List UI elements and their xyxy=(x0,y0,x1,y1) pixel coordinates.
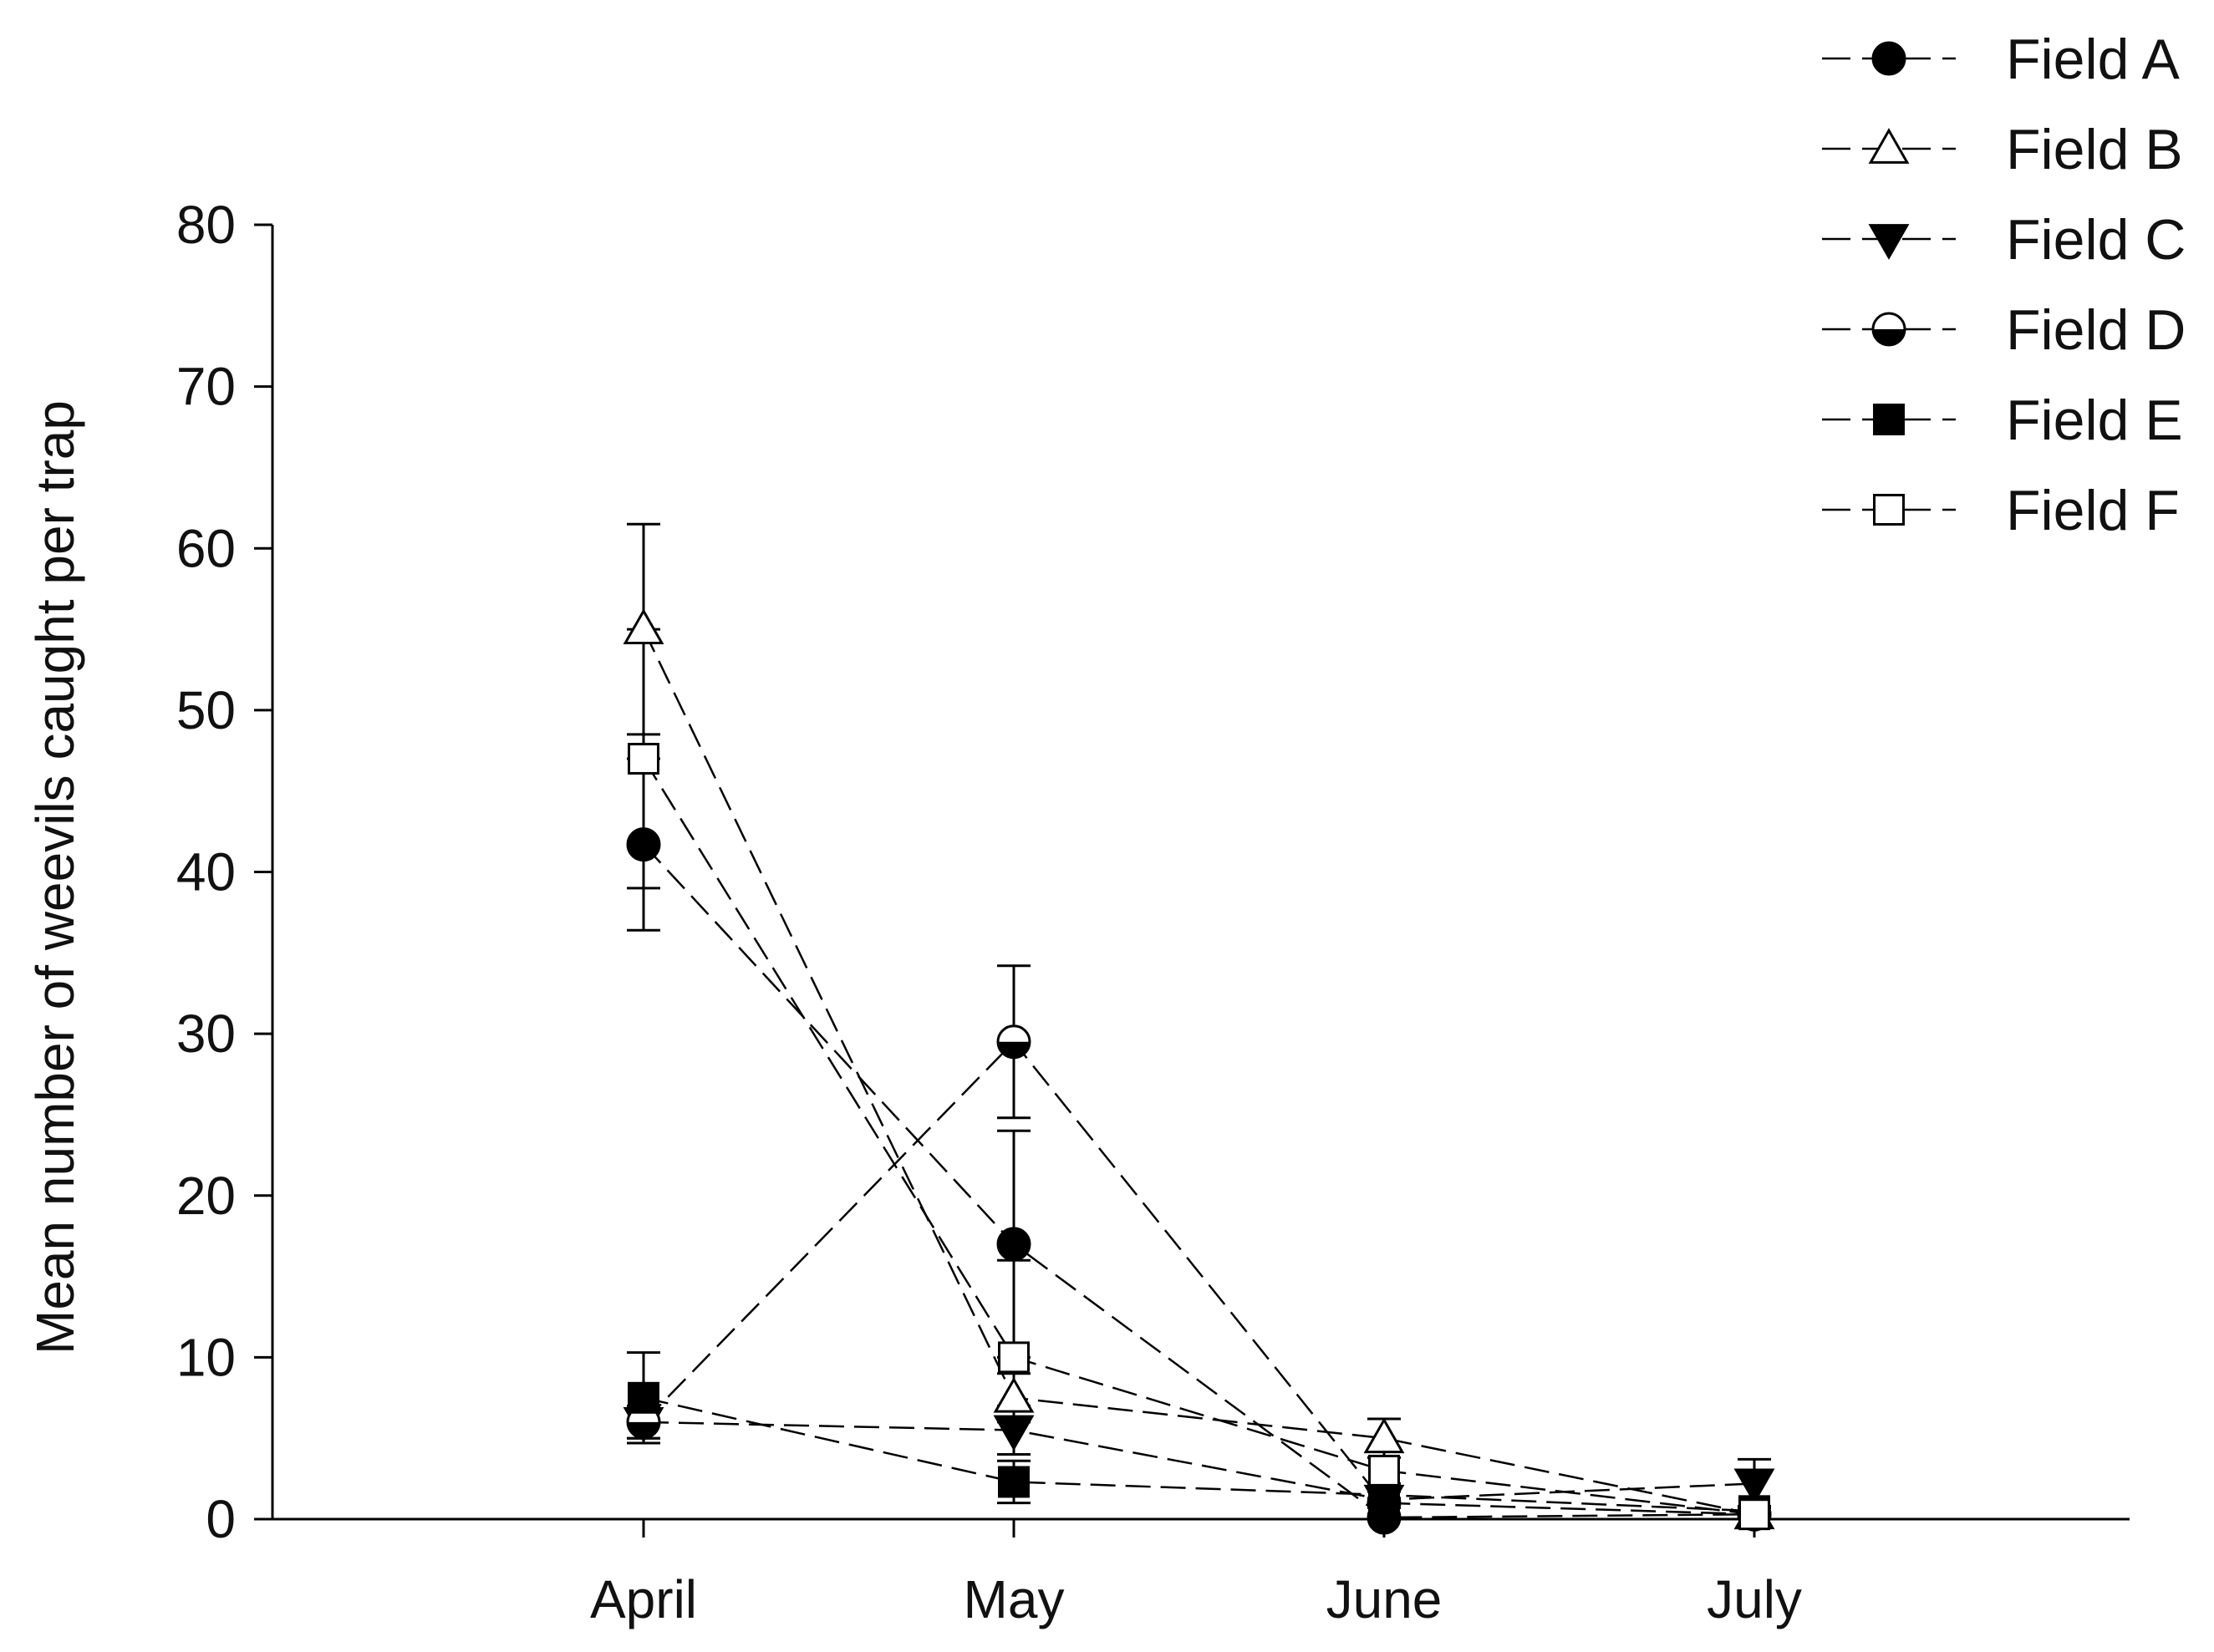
marker-field-b-april xyxy=(623,608,664,644)
marker-field-e-april xyxy=(628,1381,659,1414)
y-tick-label: 10 xyxy=(176,1327,236,1387)
series-line-field-d xyxy=(643,1039,1755,1516)
marker-field-b-may xyxy=(993,1376,1035,1413)
y-tick-label: 20 xyxy=(176,1166,236,1226)
x-tick-label-april: April xyxy=(590,1569,697,1629)
legend-marker-field-d xyxy=(1871,312,1906,347)
marker-field-a-may xyxy=(996,1227,1031,1262)
series-line-field-f xyxy=(642,758,1755,1516)
legend-item-field-d: Field D xyxy=(1822,298,2186,362)
legend-label: Field C xyxy=(2006,208,2186,272)
legend-label: Field A xyxy=(2006,28,2181,91)
legend-item-field-c: Field C xyxy=(1822,208,2186,272)
marker-field-d-may xyxy=(996,1024,1031,1060)
legend-marker-field-f xyxy=(1873,494,1905,526)
x-tick-label-may: May xyxy=(964,1569,1065,1629)
marker-field-b-june xyxy=(1363,1417,1405,1454)
series-line-field-a xyxy=(643,843,1755,1519)
y-tick-label: 60 xyxy=(176,518,236,578)
marker-field-f-july xyxy=(1738,1498,1770,1531)
marker-field-d-april xyxy=(626,1405,661,1440)
marker-field-f-may xyxy=(998,1341,1030,1374)
x-tick-label-june: June xyxy=(1326,1569,1443,1629)
marker-field-a-april xyxy=(626,827,661,862)
marker-half-black xyxy=(1873,329,1905,345)
marker-field-e-may xyxy=(998,1466,1030,1498)
legend-marker-field-b xyxy=(1868,128,1910,164)
legend-marker-field-e xyxy=(1873,404,1905,435)
axes xyxy=(271,225,2130,1521)
x-tick-label-july: July xyxy=(1707,1569,1802,1629)
marker-half-black xyxy=(998,1041,1030,1058)
marker-field-c-may xyxy=(993,1415,1035,1451)
marker-field-c-july xyxy=(1733,1468,1775,1505)
series-lines xyxy=(642,628,1755,1519)
marker-field-f-april xyxy=(628,742,659,775)
y-ticks: 0 10 20 30 40 50 60 70 80 xyxy=(176,195,272,1549)
legend-label: Field B xyxy=(2006,118,2183,181)
marker-outline xyxy=(1871,312,1906,347)
legend-marker-field-a xyxy=(1871,41,1906,76)
y-tick-label: 70 xyxy=(176,357,236,417)
legend-item-field-a: Field A xyxy=(1822,28,2181,91)
legend-label: Field D xyxy=(2006,298,2186,362)
legend-label: Field E xyxy=(2006,389,2183,452)
legend: Field A Field B Field C Field D Field E Field… xyxy=(1822,28,2186,542)
legend-marker-field-c xyxy=(1868,224,1910,260)
x-ticks: April May June July xyxy=(590,1519,1802,1629)
legend-item-field-f: Field F xyxy=(1822,479,2180,542)
y-tick-label: 50 xyxy=(176,680,236,740)
series-line-field-e xyxy=(643,1396,1755,1512)
marker-field-f-june xyxy=(1368,1454,1400,1487)
y-tick-label: 30 xyxy=(176,1004,236,1064)
marker-half-black xyxy=(628,1421,659,1438)
y-tick-label: 40 xyxy=(176,842,236,902)
series-markers xyxy=(623,608,1775,1535)
y-tick-label: 0 xyxy=(206,1489,236,1549)
legend-item-field-b: Field B xyxy=(1822,118,2183,181)
y-axis-title: Mean number of weevils caught per trap xyxy=(25,400,85,1355)
legend-label: Field F xyxy=(2006,479,2180,542)
error-bars xyxy=(627,522,1771,1521)
marker-outline xyxy=(996,1024,1031,1060)
series-line-field-b xyxy=(642,628,1755,1516)
legend-item-field-e: Field E xyxy=(1822,389,2183,452)
y-tick-label: 80 xyxy=(176,195,236,255)
